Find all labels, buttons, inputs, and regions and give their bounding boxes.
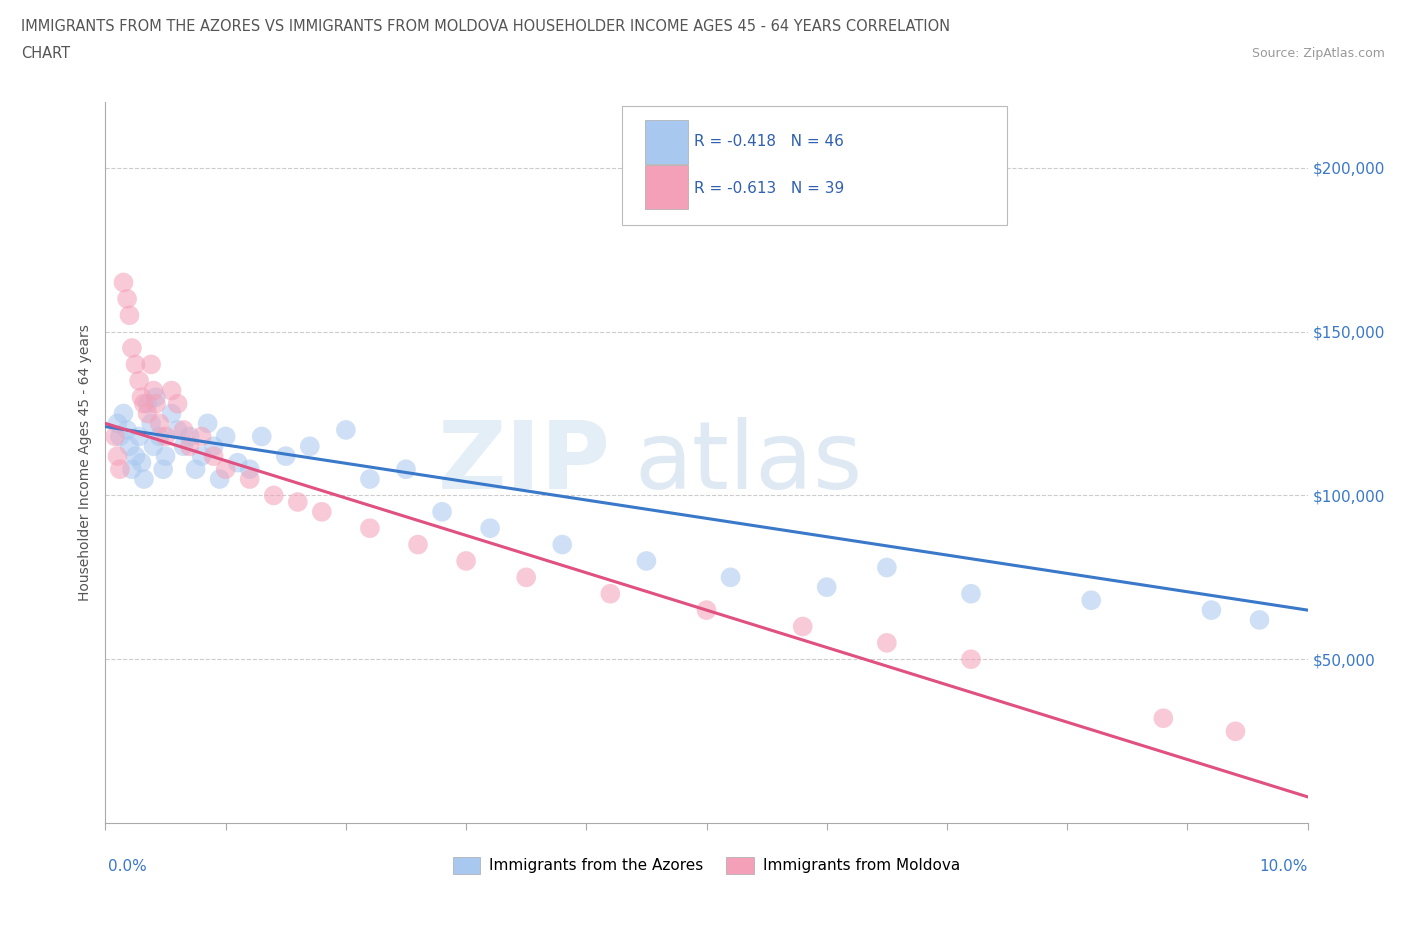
Point [599, 586, 621, 601]
Text: R = -0.418   N = 46: R = -0.418 N = 46 [695, 135, 845, 150]
Point [107, 416, 129, 431]
Point [179, 439, 201, 454]
Point [298, 439, 321, 454]
Point [250, 429, 273, 444]
Point [112, 275, 135, 290]
Point [108, 462, 131, 477]
Point [121, 462, 143, 477]
Point [876, 560, 898, 575]
Point [107, 448, 129, 463]
Point [148, 416, 170, 431]
Point [960, 586, 983, 601]
Point [148, 429, 170, 444]
Point [287, 495, 309, 510]
Point [263, 488, 285, 503]
FancyBboxPatch shape [623, 106, 1007, 225]
Point [118, 308, 141, 323]
Point [121, 340, 143, 355]
Point [479, 521, 502, 536]
Point [359, 521, 381, 536]
Point [214, 429, 236, 444]
Point [112, 406, 135, 421]
Point [118, 439, 141, 454]
Text: atlas: atlas [634, 417, 863, 509]
Point [454, 553, 477, 568]
Text: CHART: CHART [21, 46, 70, 61]
Point [160, 383, 183, 398]
Point [1080, 592, 1102, 607]
Point [128, 429, 150, 444]
Point [155, 429, 177, 444]
Text: 0.0%: 0.0% [108, 859, 148, 874]
Point [551, 538, 574, 552]
Point [239, 462, 262, 477]
Point [131, 456, 153, 471]
Point [136, 406, 159, 421]
Point [124, 357, 146, 372]
Point [359, 472, 381, 486]
Text: IMMIGRANTS FROM THE AZORES VS IMMIGRANTS FROM MOLDOVA HOUSEHOLDER INCOME AGES 45: IMMIGRANTS FROM THE AZORES VS IMMIGRANTS… [21, 19, 950, 33]
Point [1152, 711, 1174, 725]
Point [166, 396, 188, 411]
Point [335, 422, 357, 437]
Point [179, 429, 201, 444]
Point [876, 635, 898, 650]
Point [139, 357, 162, 372]
Point [108, 429, 131, 444]
Point [142, 383, 165, 398]
Point [815, 579, 838, 594]
Point [226, 456, 249, 471]
Point [202, 439, 225, 454]
Text: Source: ZipAtlas.com: Source: ZipAtlas.com [1251, 46, 1385, 60]
Point [1249, 613, 1271, 628]
Point [311, 504, 333, 519]
Point [142, 439, 165, 454]
FancyBboxPatch shape [645, 165, 689, 209]
Point [1225, 724, 1247, 738]
Y-axis label: Householder Income Ages 45 - 64 years: Householder Income Ages 45 - 64 years [79, 325, 93, 601]
Point [166, 422, 188, 437]
Point [696, 603, 718, 618]
Point [960, 652, 983, 667]
Point [1201, 603, 1223, 618]
Point [136, 396, 159, 411]
Point [239, 472, 262, 486]
Point [197, 416, 219, 431]
Point [115, 291, 138, 306]
Point [115, 422, 138, 437]
Point [173, 439, 195, 454]
Point [155, 448, 177, 463]
Point [636, 553, 658, 568]
Point [395, 462, 418, 477]
Text: R = -0.613   N = 39: R = -0.613 N = 39 [695, 181, 845, 196]
Point [190, 448, 212, 463]
Point [190, 429, 212, 444]
Point [792, 619, 814, 634]
Point [131, 390, 153, 405]
Point [202, 448, 225, 463]
Point [104, 429, 127, 444]
Point [214, 462, 236, 477]
Point [173, 422, 195, 437]
Point [430, 504, 453, 519]
Point [145, 396, 167, 411]
Text: 10.0%: 10.0% [1260, 859, 1308, 874]
Legend: Immigrants from the Azores, Immigrants from Moldova: Immigrants from the Azores, Immigrants f… [447, 850, 966, 881]
Point [184, 462, 207, 477]
Point [124, 448, 146, 463]
Point [515, 570, 537, 585]
Point [406, 538, 429, 552]
Point [139, 416, 162, 431]
Point [274, 448, 297, 463]
FancyBboxPatch shape [645, 120, 689, 165]
Point [132, 472, 155, 486]
Point [720, 570, 742, 585]
Point [160, 406, 183, 421]
Point [128, 373, 150, 388]
Point [132, 396, 155, 411]
Point [152, 462, 174, 477]
Point [208, 472, 231, 486]
Point [145, 390, 167, 405]
Text: ZIP: ZIP [437, 417, 610, 509]
